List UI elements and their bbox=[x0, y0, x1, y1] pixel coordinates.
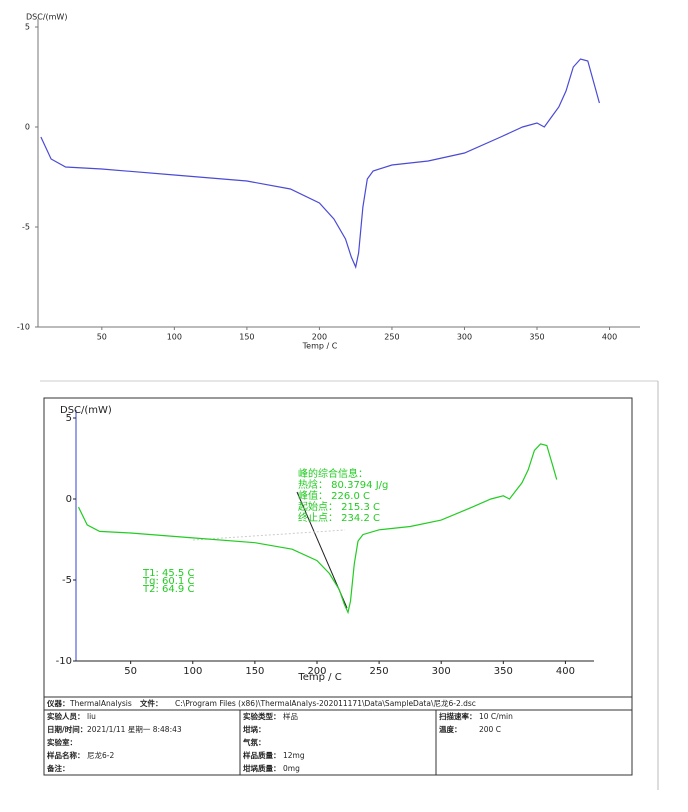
report-frame bbox=[43, 397, 633, 776]
info-table: 仪器： ThermalAnalysis 文件： C:\Program Files (x… bbox=[44, 696, 632, 775]
cell-value: 0mg bbox=[283, 764, 300, 773]
y-tick-label: -5 bbox=[62, 575, 72, 586]
x-tick-label: 50 bbox=[124, 666, 137, 677]
baseline bbox=[192, 529, 346, 541]
y-tick-label: 5 bbox=[66, 413, 72, 424]
annotation: 峰值： 226.0 C bbox=[298, 489, 370, 502]
x-tick-label: 250 bbox=[370, 666, 389, 677]
x-tick-label: 250 bbox=[384, 333, 399, 342]
x-axis-label: Temp / C bbox=[297, 672, 341, 683]
cell-value: 10 C/min bbox=[479, 712, 513, 721]
annotation: T2: 64.9 C bbox=[142, 584, 194, 595]
x-tick-label: 350 bbox=[494, 666, 513, 677]
x-tick-label: 350 bbox=[529, 333, 544, 342]
cell-label: 气氛： bbox=[242, 737, 266, 747]
annotation: 热焓： 80.3794 J/g bbox=[298, 478, 388, 491]
cell-label: 日期/时间： bbox=[47, 724, 87, 734]
cell-value: liu bbox=[87, 712, 96, 721]
cell-label: 实验人员： bbox=[47, 711, 85, 721]
x-tick-label: 100 bbox=[167, 333, 182, 342]
x-tick-label: 400 bbox=[602, 333, 617, 342]
cell-label: 样品质量： bbox=[243, 750, 281, 760]
y-tick-label: 0 bbox=[66, 494, 72, 505]
cell-value: 200 C bbox=[479, 725, 501, 734]
data-line bbox=[77, 443, 558, 615]
y-tick-label: -10 bbox=[56, 656, 72, 667]
y-tick-label: -5 bbox=[22, 223, 30, 232]
x-axis-label: Temp / C bbox=[302, 342, 338, 351]
cell-label: 实验室： bbox=[47, 737, 77, 747]
cell-label: 坩埚质量： bbox=[243, 763, 281, 773]
x-tick-label: 200 bbox=[307, 666, 326, 677]
cell-label: 温度： bbox=[439, 724, 462, 734]
annotation: T1: 45.5 C bbox=[142, 568, 194, 579]
cell-value: C:\Program Files (x86)\ThermalAnalys-202… bbox=[175, 698, 476, 708]
cell-value: ThermalAnalysis bbox=[69, 699, 132, 708]
x-tick-label: 300 bbox=[457, 333, 472, 342]
x-tick-label: 300 bbox=[432, 666, 451, 677]
data-line bbox=[40, 58, 600, 269]
y-tick-label: 5 bbox=[25, 23, 30, 32]
x-tick-label: 50 bbox=[97, 333, 107, 342]
annotation: 起始点： 215.3 C bbox=[298, 500, 380, 513]
cell-label: 实验类型： bbox=[243, 711, 281, 721]
x-tick-label: 100 bbox=[183, 666, 202, 677]
cell-label: 仪器： bbox=[46, 699, 70, 708]
annotation: 峰的综合信息： bbox=[298, 467, 368, 480]
x-tick-label: 150 bbox=[245, 666, 264, 677]
cell-label: 样品名称： bbox=[47, 750, 85, 760]
cell-label: 坩埚： bbox=[243, 724, 266, 734]
cell-value: 12mg bbox=[283, 751, 305, 760]
cell-label: 文件： bbox=[140, 698, 163, 708]
x-tick-label: 200 bbox=[312, 333, 327, 342]
annotation: Tg: 60.1 C bbox=[142, 576, 194, 587]
cell-value: 样品 bbox=[283, 711, 298, 721]
y-tick-label: 0 bbox=[25, 123, 30, 132]
y-axis-label: DSC/(mW) bbox=[26, 13, 67, 22]
annotation: 终止点： 234.2 C bbox=[298, 511, 380, 524]
cell-value: 2021/1/11 星期一 8:48:43 bbox=[87, 725, 182, 734]
cell-value: 尼龙6-2 bbox=[87, 750, 114, 760]
y-axis-label: DSC/(mW) bbox=[60, 405, 112, 416]
cell-label: 扫描速率： bbox=[439, 711, 477, 721]
x-tick-label: 400 bbox=[556, 666, 575, 677]
x-tick-label: 150 bbox=[239, 333, 254, 342]
y-tick-label: -10 bbox=[17, 323, 30, 332]
cell-label: 备注： bbox=[46, 763, 70, 773]
